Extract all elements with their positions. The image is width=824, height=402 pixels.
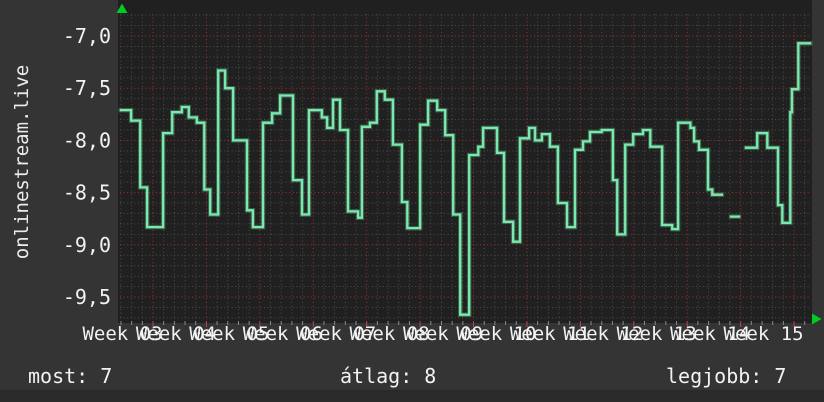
stat-average-value: 8 — [424, 364, 437, 388]
svg-text:Week 13: Week 13 — [617, 323, 697, 345]
svg-text:Week 05: Week 05 — [189, 323, 269, 345]
stat-now: most: 7 — [28, 364, 112, 388]
svg-text:Week 11: Week 11 — [510, 323, 590, 345]
stat-best-label: legjobb: — [666, 364, 763, 388]
svg-text:Week 10: Week 10 — [456, 323, 536, 345]
stat-now-value: 7 — [100, 364, 113, 388]
bottom-strip — [0, 390, 824, 402]
svg-text:-7,0: -7,0 — [63, 24, 111, 48]
stat-best-value: 7 — [774, 364, 787, 388]
svg-text:-9,5: -9,5 — [63, 285, 111, 309]
svg-text:Week 12: Week 12 — [563, 323, 643, 345]
svg-text:-8,5: -8,5 — [63, 181, 111, 205]
stats-row: most: 7 átlag: 8 legjobb: 7 — [0, 364, 824, 390]
svg-text:Week 07: Week 07 — [296, 323, 376, 345]
svg-text:-9,0: -9,0 — [63, 233, 111, 257]
svg-text:-8,0: -8,0 — [63, 128, 111, 152]
stat-now-label: most: — [28, 364, 89, 388]
stat-average-label: átlag: — [340, 364, 413, 388]
svg-text:Week 15: Week 15 — [724, 323, 804, 345]
svg-text:-7,5: -7,5 — [63, 76, 111, 100]
stat-best: legjobb: 7 — [666, 364, 786, 388]
svg-text:Week 09: Week 09 — [403, 323, 483, 345]
svg-text:Week 14: Week 14 — [670, 323, 750, 345]
svg-text:Week 04: Week 04 — [136, 323, 216, 345]
svg-text:Week 03: Week 03 — [82, 323, 162, 345]
svg-text:Week 08: Week 08 — [350, 323, 430, 345]
stat-average: átlag: 8 — [340, 364, 436, 388]
svg-text:Week 06: Week 06 — [243, 323, 323, 345]
